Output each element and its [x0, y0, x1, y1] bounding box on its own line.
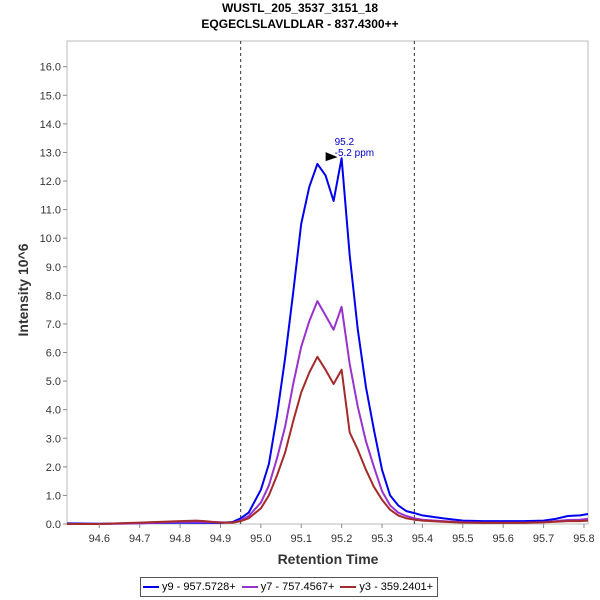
y-tick-label: 5.0: [46, 376, 61, 388]
y-tick-label: 4.0: [46, 405, 61, 417]
peak-ppm-label: -5.2 ppm: [335, 148, 374, 159]
legend-item: y7 - 757.4567+: [241, 581, 335, 593]
y-tick-label: 14.0: [40, 119, 61, 131]
series-line-y9: [66, 157, 589, 525]
legend-item: y3 - 359.2401+: [340, 581, 433, 593]
x-tick-label: 95.6: [492, 533, 513, 545]
legend: y9 - 957.5728+ y7 - 757.4567+ y3 - 359.240…: [140, 577, 439, 597]
y-axis: 0.0 1.0 2.0 3.0 4.0 5.0 6.0 7.0 8.0 9.0 10.0 11.0 12…: [40, 62, 67, 531]
y-tick-label: 15.0: [40, 90, 61, 102]
legend-swatch: [143, 586, 159, 588]
y-tick-label: 10.0: [40, 233, 61, 245]
legend-swatch: [340, 586, 357, 588]
chart-subtitle: EQGECLSLAVLDLAR - 837.4300++: [201, 17, 398, 31]
legend-item: y9 - 957.5728+: [143, 581, 236, 593]
y-tick-label: 6.0: [46, 348, 61, 360]
legend-swatch: [241, 586, 258, 588]
y-tick-label: 0.0: [46, 519, 61, 531]
x-tick-label: 94.7: [129, 533, 150, 545]
peak-rt-label: 95.2: [335, 137, 355, 148]
x-tick-label: 94.6: [89, 533, 110, 545]
x-tick-label: 95.3: [371, 533, 392, 545]
x-tick-label: 95.8: [573, 533, 594, 545]
series-line-y3: [67, 355, 589, 525]
x-tick-label: 95.5: [452, 533, 473, 545]
legend-label: y9 - 957.5728+: [162, 581, 236, 593]
y-axis-label: Intensity 10^6: [15, 243, 31, 336]
plot-area: [66, 40, 589, 525]
y-tick-label: 1.0: [46, 490, 61, 502]
chart-title: WUSTL_205_3537_3151_18: [222, 1, 378, 15]
y-tick-label: 16.0: [40, 62, 61, 74]
peak-marker: [325, 152, 338, 162]
x-tick-label: 94.9: [210, 533, 231, 545]
x-tick-label: 95.0: [250, 533, 271, 545]
y-tick-label: 2.0: [46, 462, 61, 474]
x-tick-label: 95.4: [412, 533, 433, 545]
y-tick-label: 9.0: [46, 262, 61, 274]
legend-label: y3 - 359.2401+: [359, 581, 434, 593]
y-tick-label: 12.0: [40, 176, 61, 188]
y-tick-label: 3.0: [46, 433, 61, 445]
peak-annotation: 95.2 -5.2 ppm: [325, 137, 374, 162]
y-tick-label: 8.0: [46, 290, 61, 302]
legend-label: y7 - 757.4567+: [260, 581, 335, 593]
x-tick-label: 95.7: [533, 533, 554, 545]
y-tick-label: 13.0: [40, 147, 61, 159]
y-tick-label: 11.0: [40, 205, 61, 217]
integration-boundaries: [240, 41, 415, 524]
x-axis-label: Retention Time: [278, 551, 379, 567]
series-lines: [66, 157, 589, 525]
y-tick-label: 7.0: [46, 319, 61, 331]
x-axis: 94.6 94.7 94.8 94.9 95.0 95.1 95.2 95.3 95.4 95.5…: [89, 524, 595, 545]
x-tick-label: 95.2: [331, 533, 352, 545]
x-tick-label: 95.1: [291, 533, 312, 545]
x-tick-label: 94.8: [169, 533, 190, 545]
